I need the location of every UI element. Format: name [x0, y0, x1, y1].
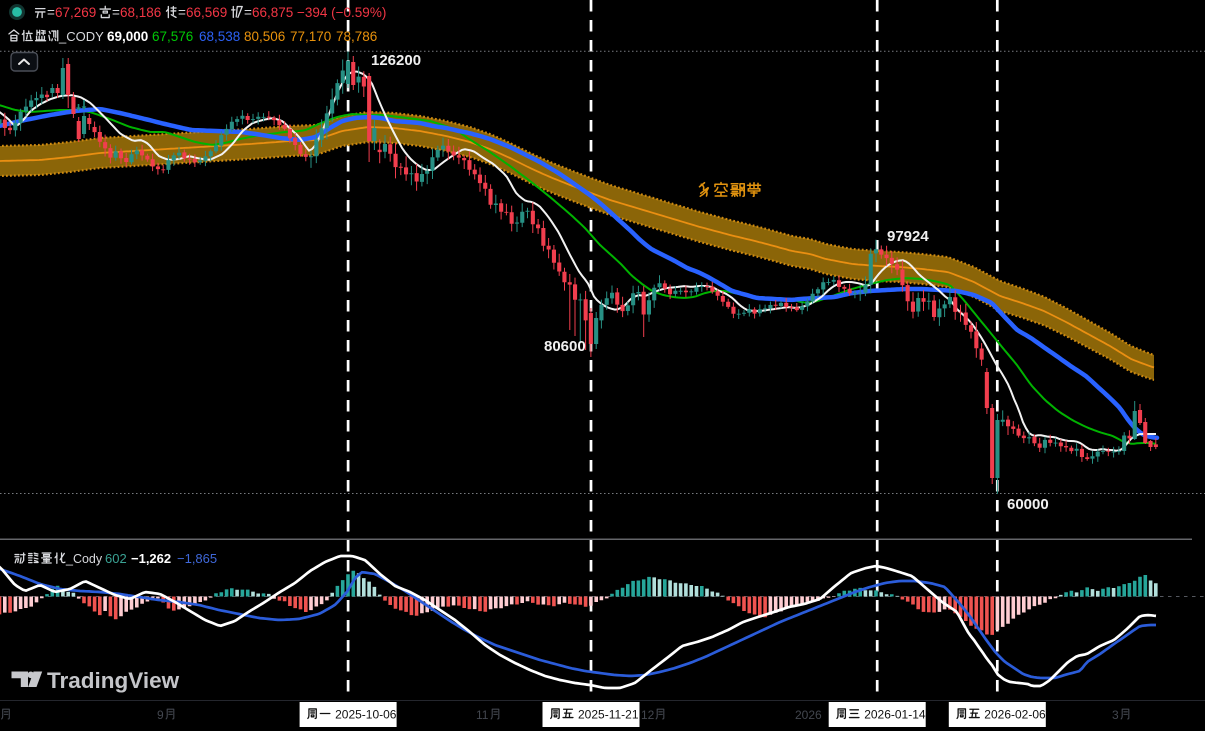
svg-text:2026-02-06: 2026-02-06 [984, 708, 1046, 722]
svg-text:11: 11 [476, 708, 489, 722]
svg-text:602: 602 [105, 551, 127, 566]
svg-text:66,569: 66,569 [186, 5, 227, 20]
svg-text:_Cody: _Cody [65, 552, 103, 566]
svg-text:77,170: 77,170 [290, 29, 331, 44]
svg-text:2025-11-21: 2025-11-21 [578, 708, 639, 722]
svg-text:2026: 2026 [795, 708, 822, 722]
svg-text:−1,865: −1,865 [177, 551, 217, 566]
svg-text:126200: 126200 [371, 52, 421, 69]
svg-text:97924: 97924 [887, 228, 929, 245]
svg-text:TradingView: TradingView [47, 668, 180, 693]
svg-text:66,875: 66,875 [252, 5, 293, 20]
svg-text:78,786: 78,786 [336, 29, 377, 44]
svg-text:67,576: 67,576 [152, 29, 193, 44]
svg-text:12: 12 [641, 708, 655, 722]
svg-text:3: 3 [1112, 708, 1119, 722]
svg-text:2025-10-06: 2025-10-06 [335, 708, 397, 722]
svg-text:80600: 80600 [544, 338, 586, 355]
svg-text:67,269: 67,269 [55, 5, 96, 20]
svg-text:69,000: 69,000 [107, 29, 148, 44]
svg-text:2026-01-14: 2026-01-14 [864, 708, 926, 722]
svg-text:80,506: 80,506 [244, 29, 285, 44]
svg-text:=: = [178, 5, 186, 20]
svg-text:−1,262: −1,262 [131, 551, 171, 566]
svg-text:=: = [112, 5, 120, 20]
svg-text:9: 9 [157, 708, 164, 722]
svg-text:68,538: 68,538 [199, 29, 240, 44]
svg-text:_CODY: _CODY [58, 29, 104, 44]
svg-text:68,186: 68,186 [120, 5, 161, 20]
svg-text:=: = [47, 5, 55, 20]
svg-text:=: = [244, 5, 252, 20]
svg-text:−394 (−0.59%): −394 (−0.59%) [297, 5, 386, 20]
svg-text:60000: 60000 [1007, 496, 1049, 513]
